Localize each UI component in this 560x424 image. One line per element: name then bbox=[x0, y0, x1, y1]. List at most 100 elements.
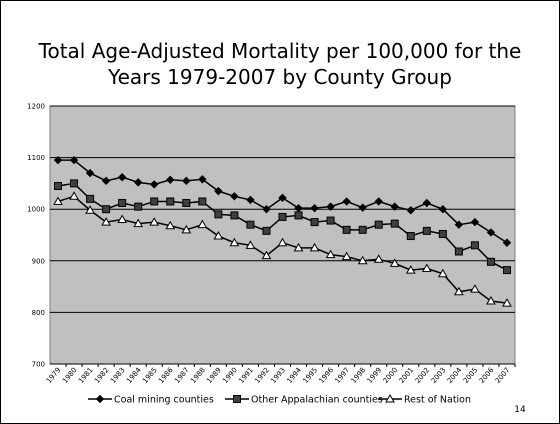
data-point bbox=[310, 218, 319, 227]
x-tick-label: 1996 bbox=[318, 366, 336, 385]
x-tick-label: 2001 bbox=[398, 366, 416, 385]
data-point bbox=[454, 220, 464, 229]
x-tick-label: 2006 bbox=[478, 366, 496, 385]
x-tick-label: 1998 bbox=[350, 366, 368, 385]
data-point bbox=[293, 242, 304, 252]
data-point bbox=[182, 199, 191, 208]
slide-number: 14 bbox=[514, 405, 526, 415]
x-tick-label: 1986 bbox=[157, 366, 175, 385]
data-point bbox=[261, 250, 272, 260]
data-point bbox=[438, 204, 448, 214]
data-point bbox=[342, 225, 351, 234]
data-point bbox=[502, 298, 512, 307]
x-tick-label: 2002 bbox=[414, 366, 432, 385]
x-tick-label: 1997 bbox=[334, 366, 352, 385]
data-point bbox=[421, 263, 432, 273]
data-point bbox=[374, 197, 383, 206]
data-point bbox=[53, 196, 63, 205]
data-point bbox=[405, 265, 416, 274]
data-point bbox=[230, 211, 239, 220]
data-point bbox=[214, 210, 223, 219]
data-point bbox=[101, 176, 111, 186]
chart-title: Total Age-Adjusted Mortality per 100,000… bbox=[38, 39, 522, 89]
data-point bbox=[214, 186, 223, 196]
data-point bbox=[486, 296, 496, 305]
x-tick-label: 1985 bbox=[141, 366, 159, 385]
data-point bbox=[85, 168, 95, 178]
x-tick-label: 1995 bbox=[302, 366, 320, 385]
x-tick-label: 2000 bbox=[382, 366, 400, 385]
data-point bbox=[390, 202, 399, 211]
data-point bbox=[342, 197, 351, 206]
data-point bbox=[358, 203, 367, 212]
data-point bbox=[246, 220, 255, 229]
data-point bbox=[374, 220, 383, 229]
data-point bbox=[454, 286, 464, 296]
data-point bbox=[486, 257, 495, 266]
y-tick-label: 900 bbox=[32, 257, 45, 265]
data-point bbox=[326, 216, 335, 225]
data-point bbox=[438, 229, 447, 238]
x-tick-label: 1981 bbox=[77, 366, 95, 385]
data-point bbox=[246, 195, 255, 205]
y-tick-label: 1000 bbox=[27, 206, 45, 214]
x-tick-label: 2004 bbox=[446, 366, 464, 385]
x-tick-label: 2003 bbox=[430, 366, 448, 385]
data-point bbox=[230, 192, 239, 201]
data-point bbox=[373, 254, 384, 263]
data-point bbox=[309, 242, 320, 252]
data-point bbox=[502, 266, 511, 275]
data-point bbox=[358, 225, 367, 234]
data-point bbox=[198, 175, 207, 184]
data-point bbox=[149, 217, 160, 226]
data-point bbox=[325, 249, 336, 259]
data-point bbox=[454, 247, 463, 256]
data-point bbox=[437, 268, 448, 278]
data-point bbox=[86, 194, 95, 203]
data-point bbox=[165, 220, 176, 230]
x-tick-label: 1984 bbox=[125, 366, 143, 385]
data-point bbox=[470, 241, 479, 250]
data-point bbox=[198, 197, 207, 206]
data-point bbox=[85, 205, 95, 214]
data-point bbox=[118, 199, 127, 208]
data-point bbox=[502, 238, 512, 247]
data-point bbox=[262, 226, 271, 235]
data-point bbox=[389, 258, 400, 267]
y-tick-label: 800 bbox=[32, 309, 45, 317]
x-tick-label: 1989 bbox=[205, 366, 223, 385]
data-point bbox=[213, 231, 224, 240]
data-point bbox=[150, 197, 159, 206]
data-point bbox=[470, 284, 480, 293]
legend-marker bbox=[385, 393, 395, 403]
data-point bbox=[182, 176, 191, 186]
data-point bbox=[134, 202, 143, 211]
x-tick-label: 2005 bbox=[462, 366, 480, 385]
y-tick-label: 700 bbox=[32, 361, 45, 369]
legend-label: Rest of Nation bbox=[404, 395, 471, 406]
data-point bbox=[166, 175, 175, 184]
data-point bbox=[53, 155, 63, 165]
data-point bbox=[422, 226, 431, 235]
data-point bbox=[54, 181, 63, 190]
data-point bbox=[341, 251, 352, 261]
data-point bbox=[310, 203, 319, 213]
data-point bbox=[101, 217, 111, 226]
data-point bbox=[133, 218, 144, 228]
data-point bbox=[262, 204, 271, 214]
data-point bbox=[326, 202, 335, 211]
data-point bbox=[470, 217, 480, 227]
x-tick-label: 1991 bbox=[237, 366, 255, 385]
x-tick-label: 1990 bbox=[221, 366, 239, 385]
x-tick-label: 1988 bbox=[189, 366, 207, 385]
legend-label: Coal mining counties bbox=[114, 395, 214, 406]
data-point bbox=[117, 214, 128, 224]
data-point bbox=[278, 193, 287, 203]
data-point bbox=[278, 212, 287, 221]
data-point bbox=[197, 219, 208, 229]
data-point bbox=[150, 180, 159, 189]
x-tick-label: 1999 bbox=[366, 366, 384, 385]
legend-marker bbox=[233, 395, 241, 403]
x-tick-label: 1983 bbox=[109, 366, 127, 385]
